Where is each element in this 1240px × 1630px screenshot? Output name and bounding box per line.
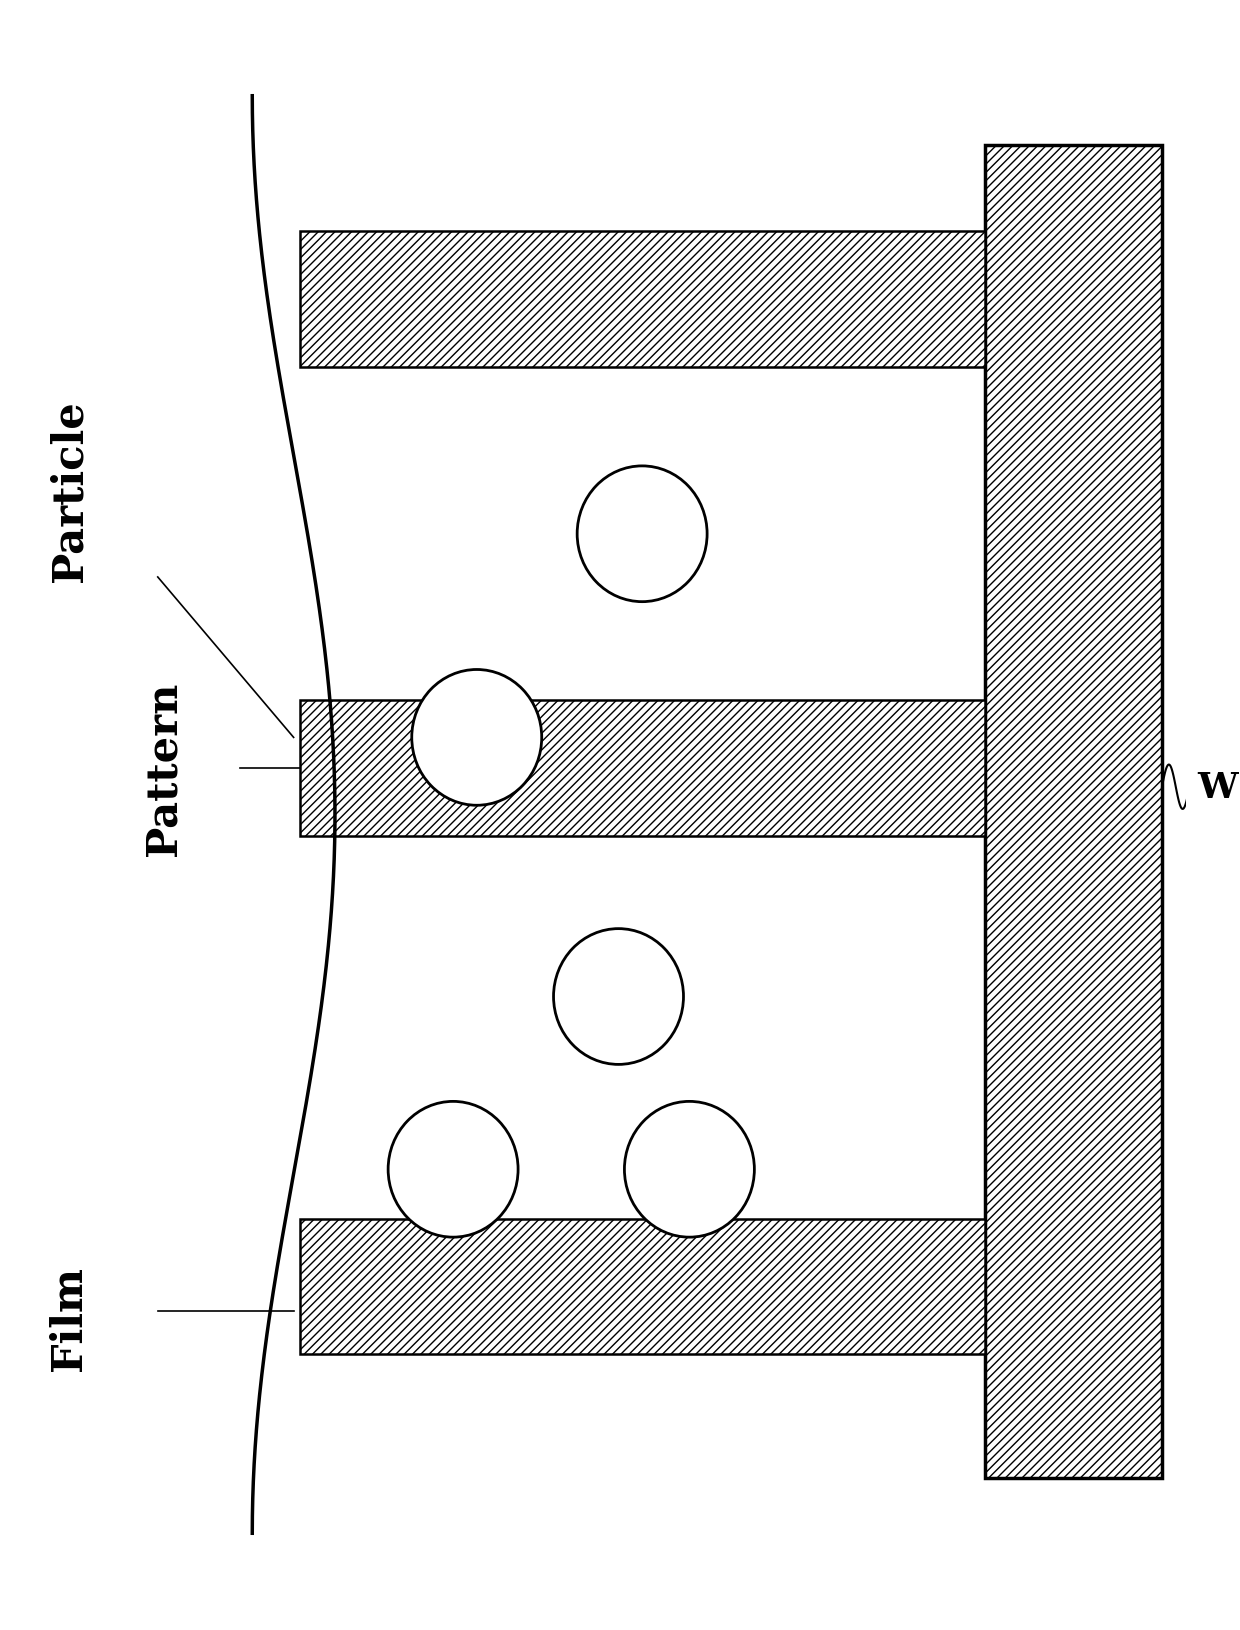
Ellipse shape [625, 1102, 754, 1237]
Bar [300, 701, 985, 836]
Bar [300, 233, 985, 368]
Text: W: W [1198, 771, 1238, 804]
Ellipse shape [577, 466, 707, 603]
Text: Particle: Particle [48, 401, 91, 582]
Text: Pattern: Pattern [143, 681, 185, 856]
Ellipse shape [412, 670, 542, 805]
Bar [985, 147, 1162, 1478]
Bar [300, 1219, 985, 1355]
Ellipse shape [388, 1102, 518, 1237]
Ellipse shape [553, 929, 683, 1064]
Text: Film: Film [48, 1265, 91, 1369]
